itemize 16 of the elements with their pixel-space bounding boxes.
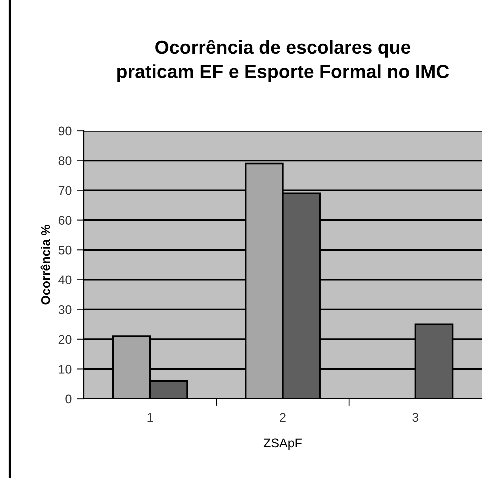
y-tick-label: 60 xyxy=(58,216,72,225)
y-tick-label: 20 xyxy=(58,335,72,344)
y-tick-label: 0 xyxy=(66,394,72,404)
y-tick-label: 40 xyxy=(58,276,72,285)
chart-title: Ocorrência de escolares que praticam EF e Esporte Formal no IMC xyxy=(118,40,450,82)
x-tick-label: 3 xyxy=(412,413,419,422)
x-tick-label: 1 xyxy=(148,413,154,422)
y-axis-title: Ocorrência % xyxy=(40,225,50,305)
y-tick-label: 90 xyxy=(58,126,72,136)
y-tick-label: 30 xyxy=(58,305,72,314)
y-tick-label: 70 xyxy=(58,186,72,196)
x-axis-title: ZSApF xyxy=(264,438,302,450)
y-tick-label: 80 xyxy=(58,156,72,166)
x-tick-label: 2 xyxy=(280,413,286,422)
y-tick-label: 50 xyxy=(58,246,72,255)
y-tick-label: 10 xyxy=(59,365,72,374)
